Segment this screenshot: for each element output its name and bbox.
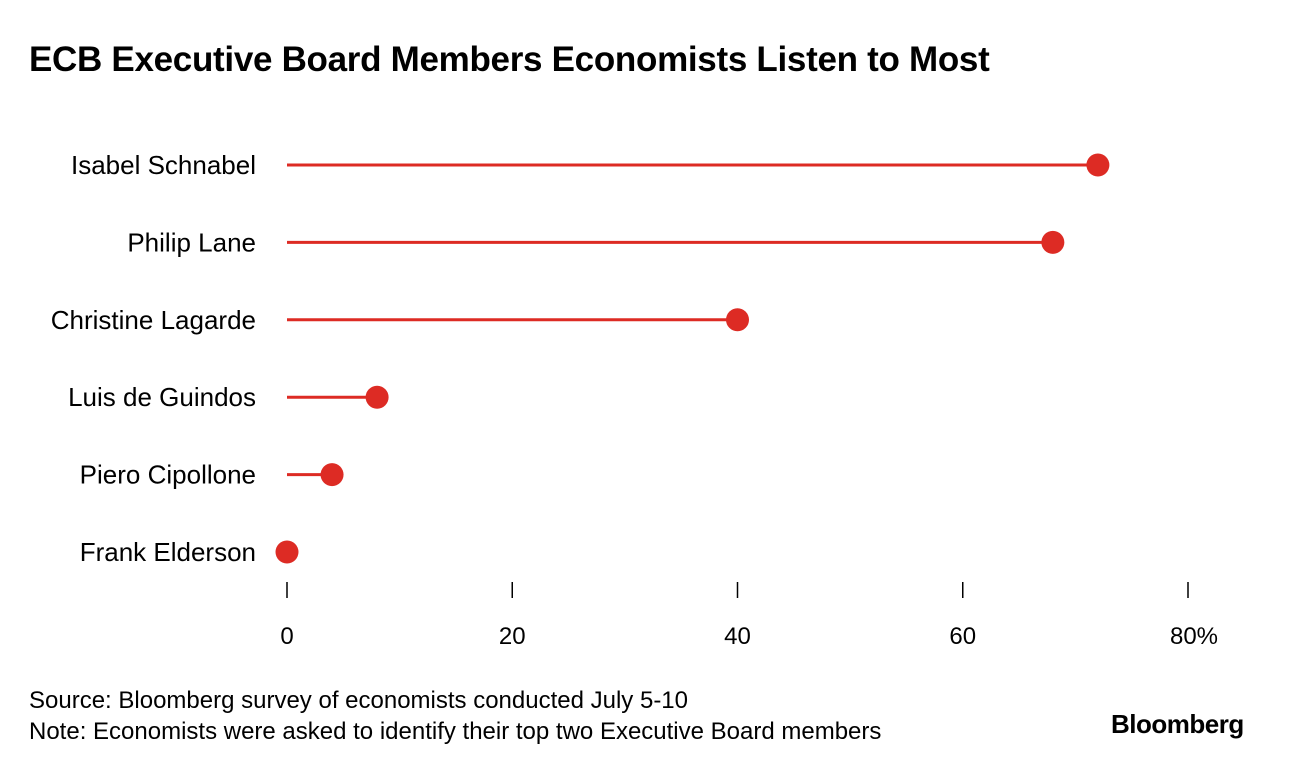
- x-tick-label: 0: [280, 623, 293, 650]
- lollipop-dot: [320, 463, 344, 487]
- x-tick-label: 80%: [1170, 623, 1218, 650]
- lollipop-dot: [365, 385, 389, 409]
- chart-footer: Source: Bloomberg survey of economists c…: [29, 685, 881, 747]
- lollipop-chart: Isabel Schnabel Philip Lane Christine Laga…: [51, 150, 1218, 650]
- lollipop-dot: [1086, 153, 1110, 177]
- lollipop-dot: [726, 308, 749, 332]
- bloomberg-logo: Bloomberg: [1111, 709, 1244, 739]
- methodology-note: Note: Economists were asked to identify …: [29, 718, 882, 745]
- chart-title: ECB Executive Board Members Economists L…: [29, 40, 990, 79]
- category-label: Piero Cipollone: [80, 460, 256, 490]
- category-label: Philip Lane: [127, 227, 256, 257]
- lollipop-dot: [275, 540, 299, 564]
- x-tick-label: 40: [724, 623, 751, 650]
- category-label: Luis de Guindos: [68, 382, 256, 412]
- x-tick-label: 60: [949, 623, 976, 650]
- category-label: Christine Lagarde: [51, 305, 256, 335]
- category-label: Isabel Schnabel: [71, 150, 256, 180]
- lollipop-dot: [1041, 230, 1065, 254]
- source-note: Source: Bloomberg survey of economists c…: [29, 687, 689, 714]
- x-tick-label: 20: [499, 623, 526, 650]
- category-label: Frank Elderson: [80, 537, 256, 567]
